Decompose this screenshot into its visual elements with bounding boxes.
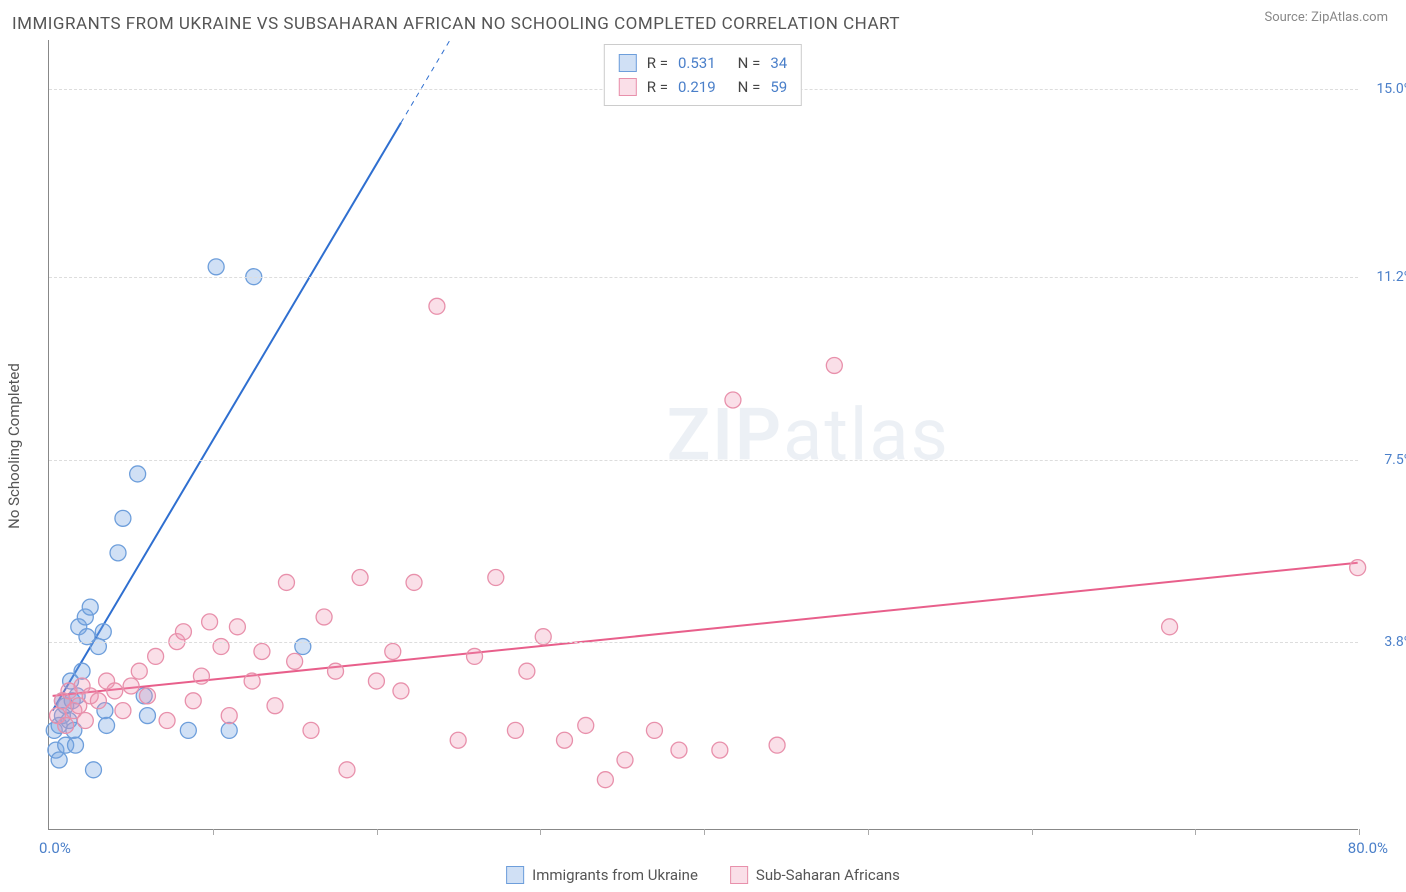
legend-label: Sub-Saharan Africans xyxy=(756,866,900,884)
gridline xyxy=(49,460,1358,461)
x-tick xyxy=(540,829,541,835)
bottom-legend: Immigrants from Ukraine Sub-Saharan Afric… xyxy=(506,866,900,884)
y-tick-label: 7.5% xyxy=(1384,452,1406,468)
legend-item: Immigrants from Ukraine xyxy=(506,866,698,884)
y-tick-label: 15.0% xyxy=(1376,81,1406,97)
gridline xyxy=(49,277,1358,278)
x-tick xyxy=(377,829,378,835)
n-value: 34 xyxy=(770,51,787,75)
n-value: 59 xyxy=(770,75,787,99)
x-tick xyxy=(704,829,705,835)
y-tick-label: 11.2% xyxy=(1376,269,1406,285)
x-axis-max: 80.0% xyxy=(1348,839,1388,857)
stats-row: R = 0.219N = 59 xyxy=(619,75,787,99)
r-value: 0.531 xyxy=(678,51,716,75)
legend-item: Sub-Saharan Africans xyxy=(730,866,900,884)
x-tick xyxy=(868,829,869,835)
stats-row: R = 0.531N = 34 xyxy=(619,51,787,75)
x-tick xyxy=(1359,829,1360,835)
x-axis-min: 0.0% xyxy=(39,839,71,857)
legend-swatch xyxy=(619,78,637,96)
y-axis-label: No Schooling Completed xyxy=(5,363,23,529)
x-tick xyxy=(1195,829,1196,835)
chart-area: ZIPatlas 0.0% 80.0% 3.8%7.5%11.2%15.0% xyxy=(48,40,1358,830)
r-value: 0.219 xyxy=(678,75,716,99)
legend-swatch xyxy=(730,866,748,884)
x-tick xyxy=(213,829,214,835)
stats-legend-box: R = 0.531N = 34R = 0.219N = 59 xyxy=(604,44,802,106)
legend-swatch xyxy=(619,54,637,72)
legend-label: Immigrants from Ukraine xyxy=(532,866,698,884)
chart-title: IMMIGRANTS FROM UKRAINE VS SUBSAHARAN AF… xyxy=(12,14,900,34)
y-tick-label: 3.8% xyxy=(1384,634,1406,650)
legend-swatch xyxy=(506,866,524,884)
source-label: Source: ZipAtlas.com xyxy=(1264,10,1388,25)
x-tick xyxy=(1032,829,1033,835)
gridline xyxy=(49,642,1358,643)
plot-svg xyxy=(49,40,1358,829)
